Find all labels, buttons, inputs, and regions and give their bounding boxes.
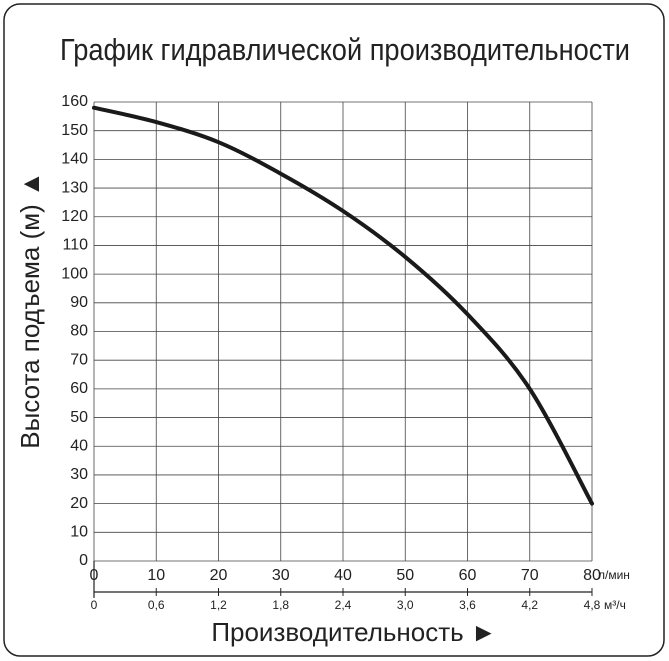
x-tick-label: 60 xyxy=(459,567,477,584)
x2-tick-label: 1,2 xyxy=(210,598,227,612)
x2-tick-label: 2,4 xyxy=(335,598,352,612)
x2-unit: м³/ч xyxy=(604,598,626,612)
x-tick-label: 70 xyxy=(521,567,539,584)
x-tick-label: 20 xyxy=(210,567,228,584)
x2-tick-label: 4,2 xyxy=(521,598,538,612)
y-tick-label: 70 xyxy=(70,351,88,368)
x-tick-label: 30 xyxy=(272,567,290,584)
x2-tick-label: 3,6 xyxy=(459,598,476,612)
y-tick-label: 0 xyxy=(79,552,88,569)
y-axis-label: Высота подъема (м) ▲ xyxy=(15,171,45,449)
y-tick-label: 80 xyxy=(70,323,88,340)
y-tick-label: 10 xyxy=(70,524,88,541)
y-tick-label: 130 xyxy=(61,179,88,196)
y-tick-label: 140 xyxy=(61,151,88,168)
x2-tick-label: 0 xyxy=(91,598,98,612)
x-tick-label: 40 xyxy=(334,567,352,584)
x-tick-label: 10 xyxy=(147,567,165,584)
chart-title: График гидравлической производительности xyxy=(60,32,630,67)
y-tick-label: 110 xyxy=(62,237,88,254)
y-tick-label: 160 xyxy=(61,93,88,110)
y-tick-label: 150 xyxy=(61,122,88,139)
x2-tick-label: 0,6 xyxy=(148,598,165,612)
curve xyxy=(92,105,594,506)
y-tick-label: 120 xyxy=(61,208,88,225)
x2-tick-label: 1,8 xyxy=(272,598,289,612)
y-tick-label: 60 xyxy=(70,380,88,397)
y-tick-label: 50 xyxy=(70,409,88,426)
frame xyxy=(3,3,665,657)
x-tick-label: 50 xyxy=(396,567,414,584)
y-tick-label: 30 xyxy=(70,466,88,483)
x-tick-label: 80 xyxy=(583,567,601,584)
x-unit: л/мин xyxy=(598,568,630,582)
y-tick-label: 100 xyxy=(61,265,88,282)
x-axis-label: Производительность ► xyxy=(211,617,496,647)
y-tick-label: 90 xyxy=(70,294,88,311)
x2-tick-label: 4,8 xyxy=(584,598,601,612)
x2-tick-label: 3,0 xyxy=(397,598,414,612)
y-tick-label: 40 xyxy=(70,437,88,454)
y-tick-label: 20 xyxy=(70,495,88,512)
